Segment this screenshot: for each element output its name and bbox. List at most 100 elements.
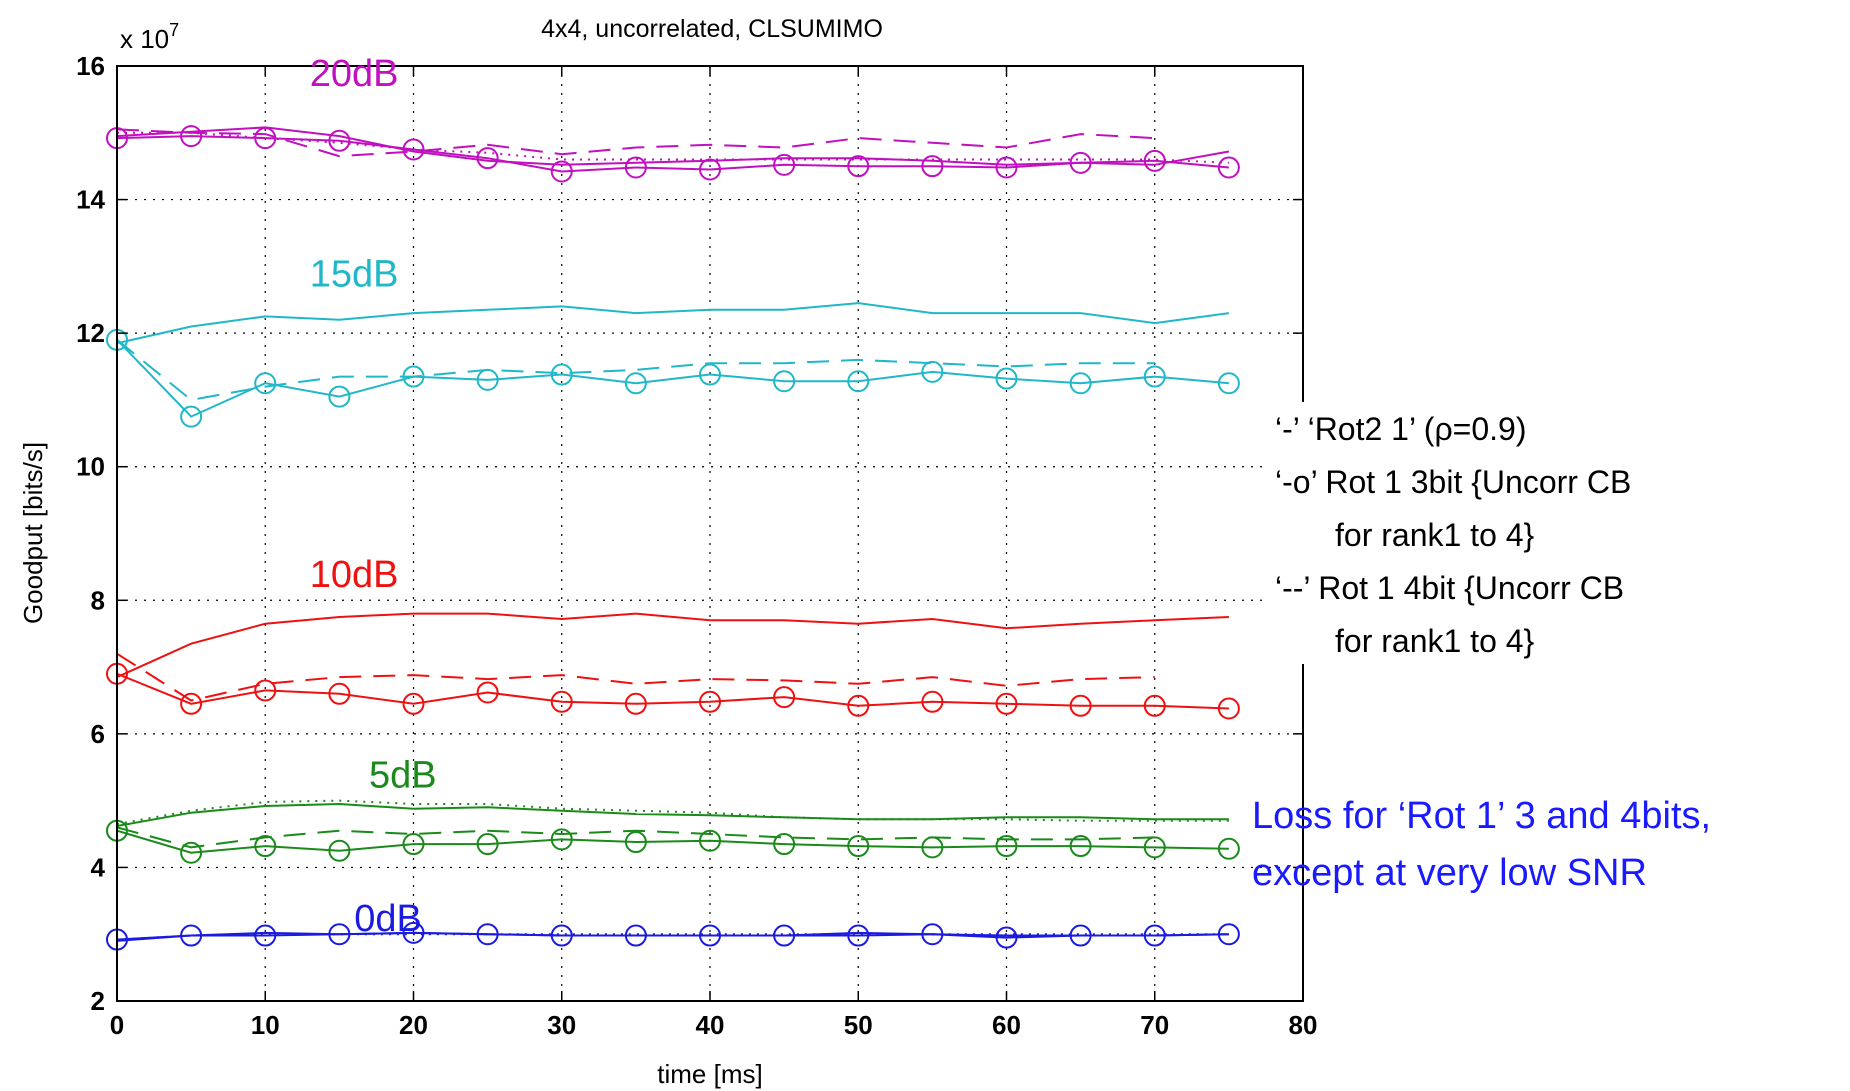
data-point-marker bbox=[995, 692, 1018, 715]
data-point-marker bbox=[550, 924, 573, 947]
data-point-marker bbox=[847, 694, 870, 717]
x-tick-label: 20 bbox=[399, 1010, 428, 1040]
data-point-marker bbox=[1217, 372, 1240, 395]
x-tick-label: 30 bbox=[547, 1010, 576, 1040]
y-scale-label: x 107 bbox=[120, 20, 179, 54]
series-layer bbox=[106, 125, 1240, 951]
data-point-marker bbox=[476, 923, 499, 946]
legend-line-4: ‘--’ Rot 1 4bit {Uncorr CB bbox=[1275, 570, 1624, 606]
data-point-marker bbox=[847, 924, 870, 947]
snr-label: 5dB bbox=[369, 754, 437, 796]
data-point-marker bbox=[328, 923, 351, 946]
data-point-marker bbox=[180, 125, 203, 148]
data-point-marker bbox=[180, 405, 203, 428]
data-point-marker bbox=[773, 924, 796, 947]
x-tick-label: 0 bbox=[110, 1010, 124, 1040]
series-line-dotted bbox=[117, 131, 1229, 164]
data-point-marker bbox=[773, 370, 796, 393]
data-point-marker bbox=[254, 924, 277, 947]
snr-labels: 20dB 15dB 10dB 5dB 0dB bbox=[310, 53, 437, 940]
plot-frame bbox=[116, 65, 1304, 1002]
data-point-marker bbox=[550, 363, 573, 386]
data-point-marker bbox=[402, 365, 425, 388]
data-point-marker bbox=[699, 924, 721, 947]
x-tick-label: 70 bbox=[1140, 1010, 1169, 1040]
annotation: Loss for ‘Rot 1’ 3 and 4bits, except at … bbox=[1252, 795, 1711, 894]
series-line-dashed bbox=[116, 652, 1155, 702]
series-group-15dB bbox=[106, 302, 1240, 428]
data-point-marker bbox=[624, 692, 647, 715]
series-line-solid-o bbox=[116, 931, 1229, 941]
data-point-marker bbox=[180, 841, 203, 864]
legend-box bbox=[1268, 402, 1728, 664]
data-point-marker bbox=[550, 828, 573, 851]
data-point-marker bbox=[328, 385, 351, 408]
y-tick-label: 2 bbox=[91, 986, 105, 1016]
data-point-marker bbox=[1217, 697, 1240, 720]
data-point-marker bbox=[773, 686, 796, 709]
chart-title: 4x4, uncorrelated, CLSUMIMO bbox=[541, 15, 883, 43]
series-group-10dB bbox=[106, 612, 1240, 720]
data-point-marker bbox=[921, 155, 944, 178]
data-point-marker bbox=[995, 367, 1018, 390]
data-point-marker bbox=[550, 690, 573, 713]
data-point-marker bbox=[402, 921, 425, 944]
x-tick-label: 50 bbox=[844, 1010, 873, 1040]
data-point-marker bbox=[402, 692, 425, 715]
data-point-marker bbox=[1069, 835, 1092, 858]
data-point-marker bbox=[1217, 923, 1240, 946]
data-point-marker bbox=[1143, 149, 1166, 172]
data-point-marker bbox=[1069, 372, 1092, 395]
snr-label: 0dB bbox=[354, 898, 422, 940]
series-line-solid-o bbox=[116, 672, 1229, 710]
grid-lines bbox=[117, 66, 1303, 1001]
series-line-solid-o bbox=[116, 829, 1229, 854]
series-line-solid-o bbox=[116, 135, 1229, 173]
series-line-dashed bbox=[116, 826, 1155, 849]
series-line-dashed bbox=[116, 339, 1155, 401]
y-tick-label: 8 bbox=[91, 585, 105, 615]
data-point-marker bbox=[254, 679, 277, 702]
legend-line-5: for rank1 to 4} bbox=[1335, 623, 1535, 659]
y-tick-label: 10 bbox=[76, 452, 105, 482]
data-point-marker bbox=[476, 147, 499, 170]
annotation-line-2: except at very low SNR bbox=[1252, 852, 1647, 894]
data-point-marker bbox=[180, 692, 203, 715]
series-line-solid bbox=[116, 302, 1230, 345]
data-point-marker bbox=[995, 835, 1018, 858]
data-point-marker bbox=[624, 831, 647, 854]
series-line-dashed bbox=[116, 128, 1155, 158]
y-axis-label: Goodput [bits/s] bbox=[18, 442, 48, 624]
data-point-marker bbox=[699, 829, 721, 852]
data-point-marker bbox=[476, 833, 499, 856]
series-line-solid bbox=[116, 612, 1229, 679]
data-point-marker bbox=[847, 835, 870, 858]
data-point-marker bbox=[328, 839, 351, 862]
data-point-marker bbox=[699, 158, 721, 181]
data-point-marker bbox=[1217, 156, 1240, 179]
series-line-solid-o bbox=[116, 339, 1229, 418]
legend-line-3: for rank1 to 4} bbox=[1335, 517, 1535, 553]
snr-label: 15dB bbox=[310, 253, 399, 295]
data-point-marker bbox=[624, 372, 647, 395]
data-point-marker bbox=[180, 924, 203, 947]
data-point-marker bbox=[254, 372, 277, 395]
data-point-marker bbox=[254, 127, 277, 150]
data-point-marker bbox=[1143, 365, 1166, 388]
data-point-marker bbox=[773, 833, 796, 856]
data-point-marker bbox=[402, 138, 425, 161]
y-tick-label: 14 bbox=[76, 185, 105, 215]
annotation-line-1: Loss for ‘Rot 1’ 3 and 4bits, bbox=[1252, 795, 1711, 837]
legend-line-1: ‘-’ ‘Rot2 1’ (ρ=0.9) bbox=[1275, 411, 1526, 447]
series-group-5dB bbox=[106, 799, 1240, 864]
data-point-marker bbox=[1069, 924, 1092, 947]
x-tick-label: 40 bbox=[696, 1010, 725, 1040]
data-point-marker bbox=[328, 129, 351, 152]
data-point-marker bbox=[699, 363, 721, 386]
y-tick-label: 12 bbox=[76, 318, 105, 348]
data-point-marker bbox=[624, 924, 647, 947]
data-point-marker bbox=[773, 153, 796, 176]
data-point-marker bbox=[254, 835, 277, 858]
data-point-marker bbox=[476, 368, 499, 391]
